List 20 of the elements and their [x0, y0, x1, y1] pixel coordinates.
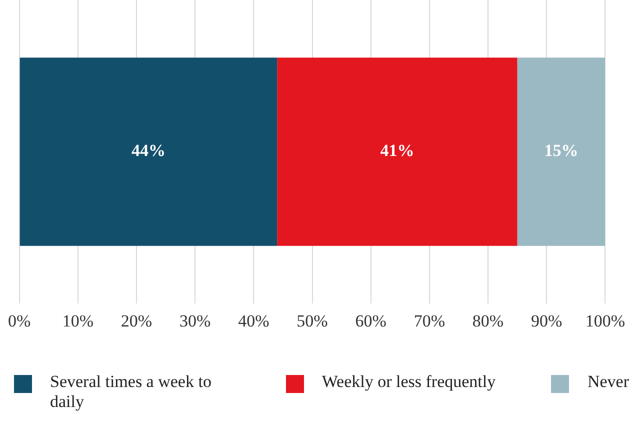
x-tick-label: 0%	[8, 311, 31, 330]
x-tick-label: 10%	[62, 311, 94, 330]
x-tick-label: 30%	[179, 311, 211, 330]
x-tick-label: 70%	[414, 311, 446, 330]
x-tick-label: 60%	[355, 311, 386, 330]
legend-label: Weekly or less frequently	[322, 372, 496, 392]
bar	[277, 58, 518, 246]
x-tick-label: 90%	[531, 311, 562, 330]
x-tick-label: 40%	[238, 311, 270, 330]
bar	[20, 58, 278, 246]
data-label: 41%	[380, 141, 414, 160]
legend-label: Several times a week to daily	[50, 372, 212, 412]
x-tick-label: 80%	[472, 311, 504, 330]
x-tick-label: 100%	[585, 311, 626, 330]
bar	[517, 58, 606, 246]
x-tick-label: 20%	[120, 311, 152, 330]
data-label: 44%	[131, 141, 166, 160]
legend-label: Never	[587, 372, 629, 392]
x-tick-label: 50%	[296, 311, 328, 330]
data-label: 15%	[544, 141, 578, 160]
